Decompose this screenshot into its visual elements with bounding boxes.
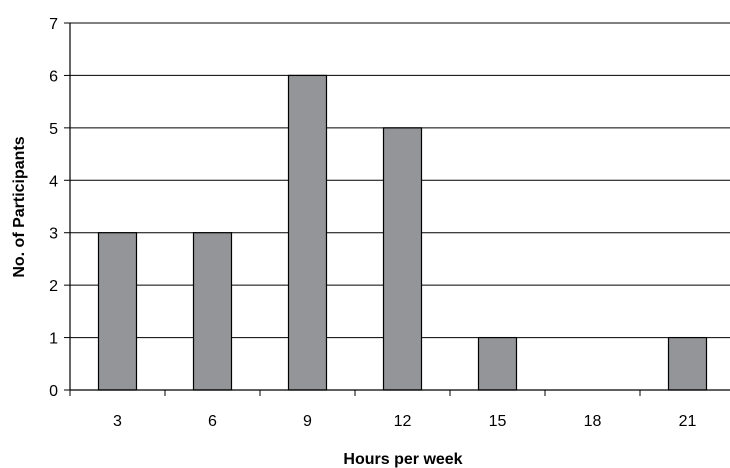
y-tick-label-0: 0 bbox=[49, 383, 58, 400]
y-tick-label-4: 4 bbox=[49, 173, 58, 190]
x-tick-labels: 3 6 9 12 15 18 21 bbox=[113, 413, 696, 430]
x-tick-label-6: 6 bbox=[208, 413, 217, 430]
y-tick-label-2: 2 bbox=[49, 278, 58, 295]
bars bbox=[97, 74, 708, 391]
x-tick-label-12: 12 bbox=[394, 413, 412, 430]
bar-12 bbox=[382, 127, 423, 391]
x-tick-label-18: 18 bbox=[584, 413, 602, 430]
y-tick-labels: 0 1 2 3 4 5 6 7 bbox=[49, 16, 58, 400]
bar-3 bbox=[97, 232, 138, 391]
y-tick-label-3: 3 bbox=[49, 226, 58, 243]
y-tick-label-5: 5 bbox=[49, 121, 58, 138]
y-tick-label-1: 1 bbox=[49, 331, 58, 348]
x-tick-label-15: 15 bbox=[489, 413, 507, 430]
y-tick-label-6: 6 bbox=[49, 68, 58, 85]
x-tick-label-9: 9 bbox=[303, 413, 312, 430]
x-axis-title: Hours per week bbox=[343, 451, 462, 468]
bar-21 bbox=[667, 336, 708, 391]
bar-6 bbox=[192, 232, 233, 391]
y-tick-label-7: 7 bbox=[49, 16, 58, 33]
bar-9 bbox=[287, 74, 328, 391]
y-axis-title: No. of Participants bbox=[11, 136, 28, 277]
axes bbox=[64, 22, 730, 396]
x-tick-label-3: 3 bbox=[113, 413, 122, 430]
bar-15 bbox=[477, 336, 518, 391]
x-tick-label-21: 21 bbox=[679, 413, 697, 430]
